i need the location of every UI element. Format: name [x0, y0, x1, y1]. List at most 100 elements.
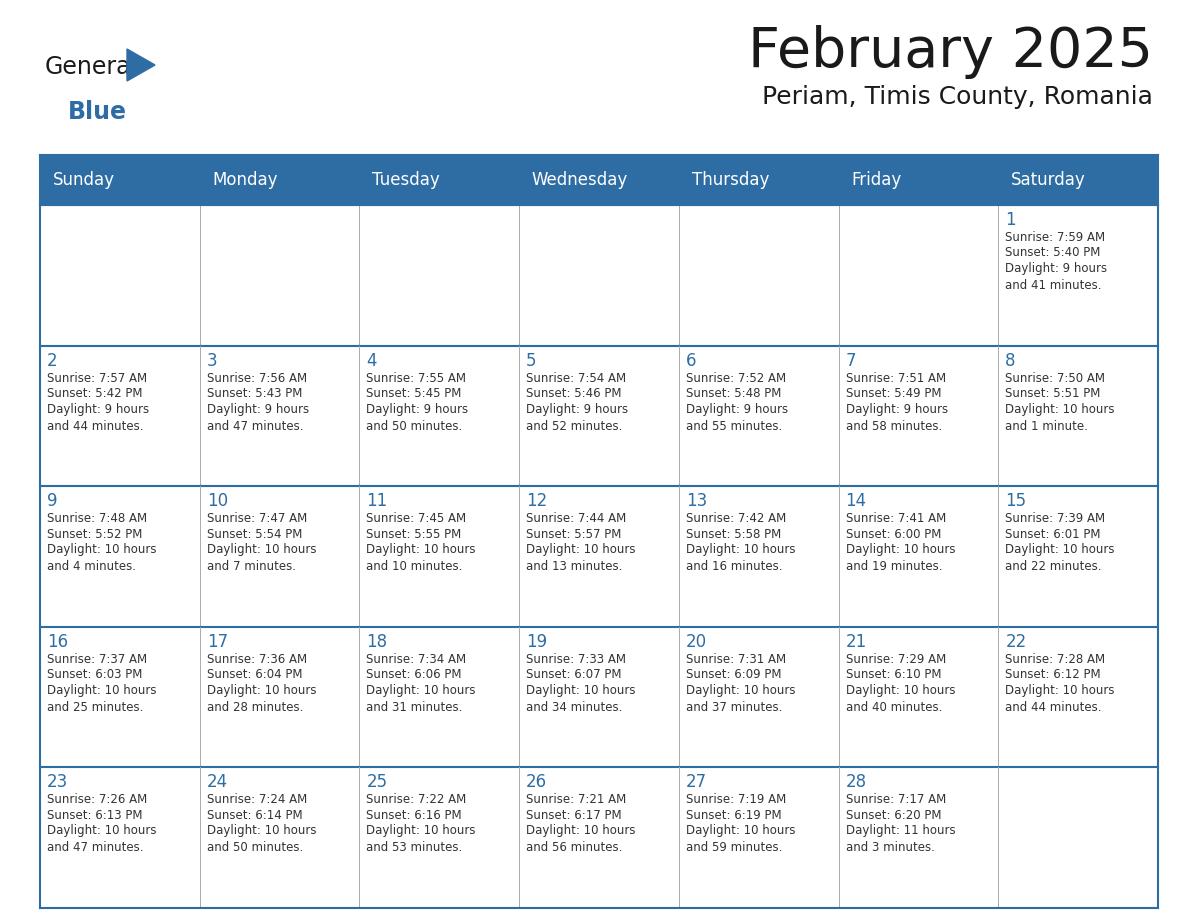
Text: Sunset: 5:57 PM: Sunset: 5:57 PM — [526, 528, 621, 541]
Text: Sunset: 5:55 PM: Sunset: 5:55 PM — [366, 528, 462, 541]
Bar — [40, 487, 200, 627]
Text: Thursday: Thursday — [691, 171, 769, 189]
Bar — [678, 205, 839, 345]
Text: Sunrise: 7:48 AM: Sunrise: 7:48 AM — [48, 512, 147, 525]
Text: Daylight: 9 hours
and 55 minutes.: Daylight: 9 hours and 55 minutes. — [685, 403, 788, 432]
Bar — [519, 627, 678, 767]
Bar — [360, 767, 519, 908]
Bar — [360, 345, 519, 487]
Text: General: General — [45, 55, 138, 79]
Text: 27: 27 — [685, 773, 707, 791]
Text: 6: 6 — [685, 352, 696, 370]
Bar — [40, 767, 200, 908]
Text: Sunset: 6:16 PM: Sunset: 6:16 PM — [366, 809, 462, 822]
Text: 5: 5 — [526, 352, 537, 370]
Text: Daylight: 9 hours
and 41 minutes.: Daylight: 9 hours and 41 minutes. — [1005, 262, 1107, 292]
Text: Daylight: 9 hours
and 52 minutes.: Daylight: 9 hours and 52 minutes. — [526, 403, 628, 432]
Bar — [360, 487, 519, 627]
Text: 26: 26 — [526, 773, 548, 791]
Text: Sunset: 5:40 PM: Sunset: 5:40 PM — [1005, 247, 1100, 260]
Polygon shape — [127, 49, 154, 81]
Text: Sunrise: 7:50 AM: Sunrise: 7:50 AM — [1005, 372, 1105, 385]
Text: Daylight: 10 hours
and 28 minutes.: Daylight: 10 hours and 28 minutes. — [207, 684, 316, 714]
Text: Sunset: 6:09 PM: Sunset: 6:09 PM — [685, 668, 782, 681]
Text: Daylight: 10 hours
and 7 minutes.: Daylight: 10 hours and 7 minutes. — [207, 543, 316, 573]
Text: 11: 11 — [366, 492, 387, 510]
Text: Daylight: 10 hours
and 10 minutes.: Daylight: 10 hours and 10 minutes. — [366, 543, 476, 573]
Text: 2: 2 — [48, 352, 58, 370]
Text: Sunrise: 7:39 AM: Sunrise: 7:39 AM — [1005, 512, 1105, 525]
Text: 7: 7 — [846, 352, 857, 370]
Text: 20: 20 — [685, 633, 707, 651]
Text: Monday: Monday — [213, 171, 278, 189]
Text: Sunset: 5:58 PM: Sunset: 5:58 PM — [685, 528, 781, 541]
Bar — [519, 345, 678, 487]
Text: Daylight: 10 hours
and 13 minutes.: Daylight: 10 hours and 13 minutes. — [526, 543, 636, 573]
Text: Wednesday: Wednesday — [532, 171, 628, 189]
Text: Sunrise: 7:51 AM: Sunrise: 7:51 AM — [846, 372, 946, 385]
Text: Tuesday: Tuesday — [372, 171, 440, 189]
Text: Daylight: 10 hours
and 22 minutes.: Daylight: 10 hours and 22 minutes. — [1005, 543, 1114, 573]
Text: Daylight: 10 hours
and 47 minutes.: Daylight: 10 hours and 47 minutes. — [48, 824, 157, 855]
Text: Sunset: 6:12 PM: Sunset: 6:12 PM — [1005, 668, 1101, 681]
Text: Sunset: 6:10 PM: Sunset: 6:10 PM — [846, 668, 941, 681]
Text: Sunrise: 7:56 AM: Sunrise: 7:56 AM — [207, 372, 307, 385]
Text: Sunset: 5:46 PM: Sunset: 5:46 PM — [526, 387, 621, 400]
Text: Sunrise: 7:34 AM: Sunrise: 7:34 AM — [366, 653, 467, 666]
Text: Sunrise: 7:47 AM: Sunrise: 7:47 AM — [207, 512, 307, 525]
Text: Sunrise: 7:57 AM: Sunrise: 7:57 AM — [48, 372, 147, 385]
Text: Sunrise: 7:41 AM: Sunrise: 7:41 AM — [846, 512, 946, 525]
Text: 13: 13 — [685, 492, 707, 510]
Bar — [200, 767, 360, 908]
Text: Sunset: 5:42 PM: Sunset: 5:42 PM — [48, 387, 143, 400]
Bar — [40, 155, 1158, 205]
Text: Daylight: 10 hours
and 1 minute.: Daylight: 10 hours and 1 minute. — [1005, 403, 1114, 432]
Bar — [839, 627, 998, 767]
Bar — [998, 487, 1158, 627]
Text: Daylight: 9 hours
and 47 minutes.: Daylight: 9 hours and 47 minutes. — [207, 403, 309, 432]
Bar — [360, 627, 519, 767]
Text: Daylight: 9 hours
and 44 minutes.: Daylight: 9 hours and 44 minutes. — [48, 403, 150, 432]
Text: Sunset: 6:03 PM: Sunset: 6:03 PM — [48, 668, 143, 681]
Text: Sunset: 6:13 PM: Sunset: 6:13 PM — [48, 809, 143, 822]
Text: Sunset: 5:51 PM: Sunset: 5:51 PM — [1005, 387, 1100, 400]
Text: 22: 22 — [1005, 633, 1026, 651]
Text: Daylight: 10 hours
and 31 minutes.: Daylight: 10 hours and 31 minutes. — [366, 684, 476, 714]
Text: Sunrise: 7:19 AM: Sunrise: 7:19 AM — [685, 793, 786, 806]
Bar — [40, 205, 200, 345]
Bar — [200, 205, 360, 345]
Text: Sunset: 6:14 PM: Sunset: 6:14 PM — [207, 809, 302, 822]
Text: Sunset: 5:52 PM: Sunset: 5:52 PM — [48, 528, 143, 541]
Text: Daylight: 10 hours
and 59 minutes.: Daylight: 10 hours and 59 minutes. — [685, 824, 795, 855]
Text: Daylight: 10 hours
and 44 minutes.: Daylight: 10 hours and 44 minutes. — [1005, 684, 1114, 714]
Text: Sunrise: 7:54 AM: Sunrise: 7:54 AM — [526, 372, 626, 385]
Bar — [998, 345, 1158, 487]
Text: Sunset: 6:07 PM: Sunset: 6:07 PM — [526, 668, 621, 681]
Text: 24: 24 — [207, 773, 228, 791]
Text: Sunset: 6:04 PM: Sunset: 6:04 PM — [207, 668, 302, 681]
Text: Saturday: Saturday — [1011, 171, 1086, 189]
Text: 3: 3 — [207, 352, 217, 370]
Bar — [519, 205, 678, 345]
Text: 4: 4 — [366, 352, 377, 370]
Bar — [678, 767, 839, 908]
Bar — [360, 205, 519, 345]
Text: Sunrise: 7:29 AM: Sunrise: 7:29 AM — [846, 653, 946, 666]
Text: Sunset: 5:48 PM: Sunset: 5:48 PM — [685, 387, 782, 400]
Text: Daylight: 9 hours
and 50 minutes.: Daylight: 9 hours and 50 minutes. — [366, 403, 468, 432]
Text: 23: 23 — [48, 773, 68, 791]
Text: Sunday: Sunday — [52, 171, 115, 189]
Text: Friday: Friday — [852, 171, 902, 189]
Text: Daylight: 10 hours
and 4 minutes.: Daylight: 10 hours and 4 minutes. — [48, 543, 157, 573]
Text: Sunrise: 7:26 AM: Sunrise: 7:26 AM — [48, 793, 147, 806]
Text: Sunrise: 7:31 AM: Sunrise: 7:31 AM — [685, 653, 786, 666]
Text: 16: 16 — [48, 633, 68, 651]
Bar — [519, 767, 678, 908]
Text: Daylight: 10 hours
and 16 minutes.: Daylight: 10 hours and 16 minutes. — [685, 543, 795, 573]
Text: Daylight: 10 hours
and 34 minutes.: Daylight: 10 hours and 34 minutes. — [526, 684, 636, 714]
Text: 1: 1 — [1005, 211, 1016, 229]
Text: 12: 12 — [526, 492, 548, 510]
Bar — [998, 205, 1158, 345]
Text: Sunrise: 7:45 AM: Sunrise: 7:45 AM — [366, 512, 467, 525]
Text: Sunset: 6:17 PM: Sunset: 6:17 PM — [526, 809, 621, 822]
